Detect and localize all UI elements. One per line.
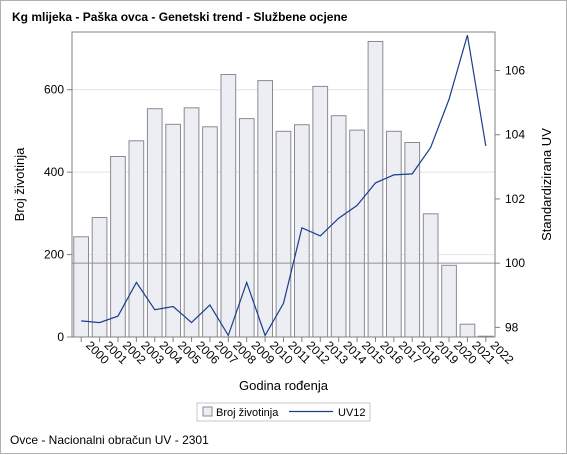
- bar-2021: [459, 323, 476, 338]
- bar-2019: [422, 213, 439, 338]
- right-tick-label: 98: [505, 320, 519, 334]
- right-tick-label: 100: [505, 256, 525, 270]
- bar-2006: [183, 107, 200, 338]
- bar-series: [73, 41, 494, 338]
- legend: Broj životinja UV12: [196, 402, 371, 422]
- axes: [67, 31, 500, 342]
- bar-2015: [349, 129, 365, 338]
- left-tick-label: 200: [44, 248, 64, 262]
- bar-2002: [110, 156, 126, 338]
- chart-title: Kg mlijeka - Paška ovca - Genetski trend…: [12, 10, 348, 24]
- bar-2001: [91, 217, 108, 338]
- footnote: Ovce - Nacionalni obračun UV - 2301: [10, 433, 209, 447]
- left-tick-label: 400: [44, 165, 64, 179]
- bar-2009: [238, 118, 255, 338]
- left-tick-label: 0: [57, 330, 64, 344]
- uv12-line: [81, 35, 487, 337]
- bar-2003: [128, 140, 145, 338]
- bar-2012: [294, 124, 310, 338]
- bar-2020: [441, 264, 457, 338]
- x-axis-title: Godina rođenja: [239, 378, 329, 393]
- left-tick-label: 600: [44, 83, 64, 97]
- left-axis-title: Broj životinja: [12, 147, 27, 221]
- legend-label-bars: Broj životinja: [216, 407, 279, 419]
- right-tick-label: 106: [505, 64, 525, 78]
- bar-2010: [257, 80, 273, 338]
- bar-2008: [220, 74, 237, 338]
- bar-2013: [312, 85, 329, 338]
- right-tick-label: 102: [505, 192, 525, 206]
- legend-label-line: UV12: [338, 407, 366, 419]
- right-tick-label: 104: [505, 128, 525, 142]
- bar-2011: [275, 130, 292, 338]
- line-series: [81, 35, 487, 337]
- bar-2018: [404, 142, 421, 338]
- bar-2005: [165, 123, 182, 338]
- bar-2017: [386, 130, 402, 338]
- legend-bar-swatch: [202, 406, 213, 417]
- right-axis-title: Standardizirana UV: [539, 128, 554, 241]
- legend-box: [196, 402, 371, 422]
- bar-2014: [330, 115, 347, 338]
